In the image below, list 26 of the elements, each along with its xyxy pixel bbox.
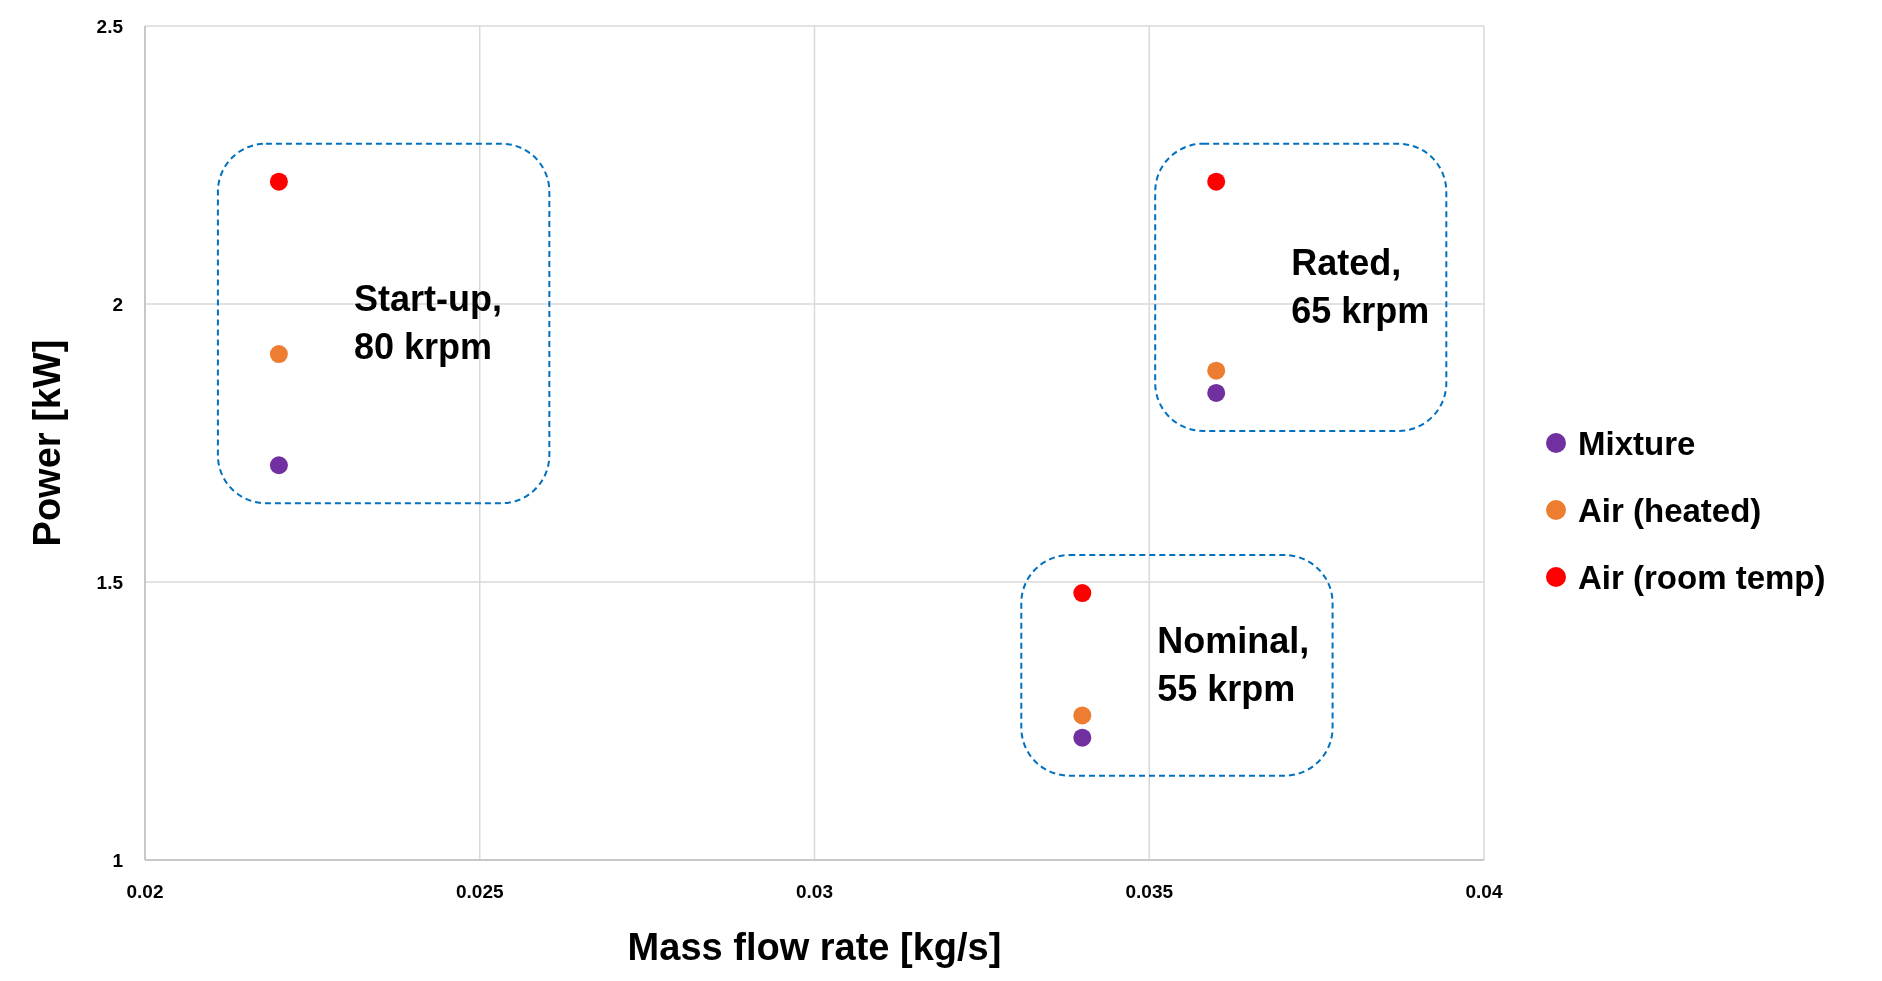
x-tick-label: 0.025: [455, 881, 504, 902]
x-tick-label: 0.02: [126, 881, 164, 902]
x-tick-label: 0.03: [796, 881, 833, 902]
point: [1073, 584, 1092, 603]
annotation: Nominal, 55 krpm: [1157, 620, 1310, 710]
point: [269, 172, 288, 191]
annotation: Rated, 65 krpm: [1291, 242, 1430, 332]
y-tick-label: 2: [112, 294, 123, 315]
annotation: Start-up, 80 krpm: [353, 278, 502, 368]
legend-label: Air (room temp): [1578, 559, 1826, 596]
point: [1073, 706, 1092, 725]
y-axis-title: Power [kW]: [26, 339, 68, 547]
point: [269, 456, 288, 475]
point: [1207, 383, 1226, 402]
y-tick-label: 1: [112, 850, 124, 871]
point: [1207, 172, 1226, 191]
x-tick-label: 0.035: [1125, 881, 1174, 902]
point: [1207, 361, 1226, 380]
legend-label: Air (heated): [1578, 492, 1762, 529]
point: [1073, 728, 1092, 747]
point: [269, 345, 288, 364]
legend-label: Mixture: [1578, 425, 1696, 462]
y-tick-label: 1.5: [96, 572, 124, 593]
x-axis-title: Mass flow rate [kg/s]: [627, 926, 1002, 968]
y-tick-label: 2.5: [96, 16, 124, 37]
x-tick-label: 0.04: [1465, 881, 1503, 902]
